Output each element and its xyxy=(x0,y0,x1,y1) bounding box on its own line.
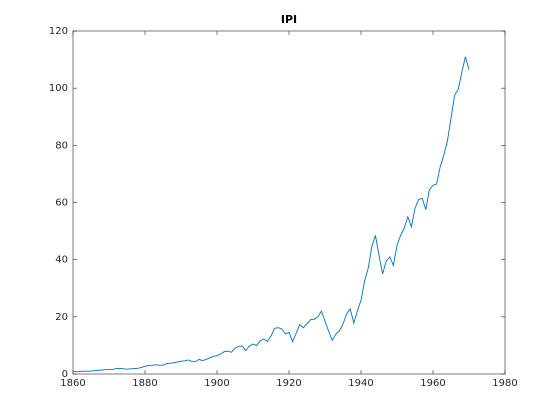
x-tick-label: 1880 xyxy=(132,378,157,389)
x-tick-label: 1980 xyxy=(492,378,517,389)
x-tick-label: 1940 xyxy=(348,378,373,389)
axes-box xyxy=(72,30,506,375)
chart-title: IPI xyxy=(281,13,297,26)
y-tick-label: 80 xyxy=(55,140,68,151)
y-tick-label: 60 xyxy=(55,198,68,209)
y-tick-label: 20 xyxy=(55,312,68,323)
x-tick-label: 1920 xyxy=(276,378,301,389)
y-tick-label: 100 xyxy=(49,83,68,94)
y-tick-label: 120 xyxy=(49,26,68,37)
y-tick-label: 0 xyxy=(62,369,68,380)
x-tick-label: 1860 xyxy=(60,378,85,389)
line xyxy=(73,56,470,372)
x-tick-label: 1960 xyxy=(420,378,445,389)
y-tick-label: 40 xyxy=(55,255,68,266)
x-tick-label: 1900 xyxy=(204,378,229,389)
